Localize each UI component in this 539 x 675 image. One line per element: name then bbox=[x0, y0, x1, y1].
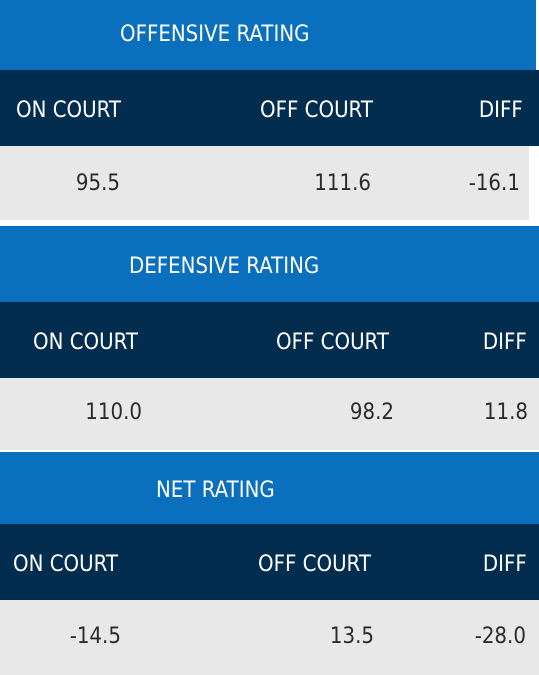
value-on-court: -14.5 bbox=[69, 624, 121, 649]
value-off-court: 98.2 bbox=[349, 400, 394, 425]
value-diff: -16.1 bbox=[468, 171, 520, 196]
offensive-rating-value-row: 95.5 111.6 -16.1 bbox=[0, 146, 529, 220]
value-off-court: 111.6 bbox=[314, 171, 371, 196]
defensive-rating-header-row: ON COURT OFF COURT DIFF bbox=[0, 302, 539, 378]
section-title: DEFENSIVE RATING bbox=[129, 254, 320, 279]
net-rating-header-row: ON COURT OFF COURT DIFF bbox=[0, 524, 539, 600]
column-header-diff: DIFF bbox=[483, 330, 527, 355]
column-header-diff: DIFF bbox=[483, 552, 527, 577]
column-header-on-court: ON COURT bbox=[13, 552, 119, 577]
value-diff: 11.8 bbox=[483, 400, 528, 425]
column-header-off-court: OFF COURT bbox=[276, 330, 389, 355]
column-header-off-court: OFF COURT bbox=[260, 98, 373, 123]
value-off-court: 13.5 bbox=[329, 624, 374, 649]
section-title: NET RATING bbox=[156, 478, 275, 503]
defensive-rating-value-row: 110.0 98.2 11.8 bbox=[0, 378, 539, 450]
value-diff: -28.0 bbox=[474, 624, 526, 649]
value-on-court: 95.5 bbox=[75, 171, 120, 196]
value-on-court: 110.0 bbox=[85, 400, 142, 425]
defensive-rating-title-bar: DEFENSIVE RATING bbox=[0, 226, 539, 302]
net-rating-value-row: -14.5 13.5 -28.0 bbox=[0, 600, 539, 675]
column-header-on-court: ON COURT bbox=[16, 98, 122, 123]
net-rating-title-bar: NET RATING bbox=[0, 452, 539, 524]
offensive-rating-header-row: ON COURT OFF COURT DIFF bbox=[0, 70, 539, 146]
column-header-off-court: OFF COURT bbox=[258, 552, 371, 577]
section-title: OFFENSIVE RATING bbox=[120, 22, 310, 47]
offensive-rating-title-bar: OFFENSIVE RATING bbox=[0, 0, 536, 70]
column-header-on-court: ON COURT bbox=[33, 330, 139, 355]
column-header-diff: DIFF bbox=[479, 98, 523, 123]
